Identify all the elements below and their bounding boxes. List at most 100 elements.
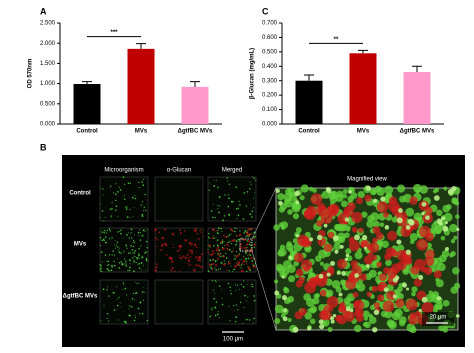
cell [333, 242, 341, 251]
cell [214, 217, 216, 219]
x-tick-label: ΔgtfBC MVs [178, 129, 213, 135]
cell [120, 306, 122, 308]
cell [396, 292, 404, 300]
cell [139, 229, 141, 231]
micrograph [99, 176, 149, 222]
cell [431, 291, 440, 299]
cell [123, 263, 125, 265]
cell [344, 257, 348, 262]
cell [197, 264, 200, 267]
cell [421, 201, 427, 207]
cell [221, 242, 223, 244]
error-bar [82, 81, 92, 85]
cell [125, 261, 127, 263]
cell [182, 257, 184, 259]
x-tick-label: MVs [357, 129, 370, 135]
cell [120, 252, 122, 254]
cell [109, 208, 111, 210]
cell [106, 289, 108, 291]
cell [129, 263, 131, 265]
cell [161, 236, 164, 240]
cell [251, 216, 253, 218]
cell [197, 237, 200, 240]
cell [213, 237, 215, 240]
cell [243, 246, 247, 250]
cell [247, 257, 250, 259]
cell [237, 239, 239, 241]
cell [436, 218, 443, 225]
cell [332, 314, 337, 318]
cell [387, 230, 398, 241]
cell [317, 203, 326, 212]
cell [130, 246, 132, 248]
cell [254, 242, 256, 244]
cell [232, 271, 234, 273]
cell [128, 252, 130, 254]
cell [421, 211, 425, 216]
cell [327, 326, 333, 333]
y-tick-label: 0.000 [40, 122, 56, 128]
cell [356, 197, 364, 205]
cell [122, 283, 125, 285]
cell [134, 234, 136, 236]
cell [109, 230, 111, 232]
cell [345, 306, 351, 312]
cell [372, 198, 378, 203]
cell [246, 191, 249, 193]
cell [323, 223, 328, 228]
cell [179, 255, 181, 257]
bar [295, 80, 323, 124]
y-tick-label: 2.000 [40, 41, 56, 47]
cell [141, 257, 143, 259]
cell [125, 245, 127, 247]
cell [212, 252, 215, 255]
cell [243, 307, 245, 309]
cell [128, 237, 131, 239]
cell [214, 267, 216, 269]
cell [399, 320, 406, 327]
cell [339, 244, 344, 249]
cell [432, 189, 438, 194]
zoom-box [239, 238, 253, 252]
cell [230, 233, 232, 235]
cell [137, 307, 140, 310]
cell [114, 247, 116, 249]
cell [364, 321, 371, 329]
cell [141, 291, 144, 293]
cell [171, 266, 174, 269]
cell [116, 242, 118, 244]
cell [228, 261, 230, 263]
cell [224, 194, 226, 196]
cell [146, 247, 148, 249]
cell [243, 256, 245, 259]
cell [254, 264, 256, 266]
cell [146, 257, 148, 259]
x-tick-label: MVs [135, 129, 148, 135]
cell [436, 296, 442, 301]
cell [200, 265, 203, 269]
cell [238, 288, 240, 290]
cell [278, 206, 285, 213]
cell [116, 298, 118, 300]
cell [161, 249, 164, 251]
cell [101, 261, 103, 263]
cell [243, 192, 246, 194]
cell [141, 312, 144, 315]
cell [122, 288, 124, 290]
cell [251, 285, 254, 288]
cell [221, 247, 225, 250]
cell [108, 264, 110, 266]
cell [295, 268, 304, 277]
cell [215, 264, 218, 267]
panel-label: B [40, 142, 47, 152]
cell [133, 319, 136, 322]
cell [195, 246, 198, 249]
cell [354, 251, 363, 260]
cell [119, 302, 121, 304]
cell [230, 261, 232, 263]
cell [252, 322, 254, 324]
cell [214, 314, 217, 317]
cell [131, 306, 133, 308]
cell [376, 261, 383, 268]
cell [322, 321, 327, 326]
